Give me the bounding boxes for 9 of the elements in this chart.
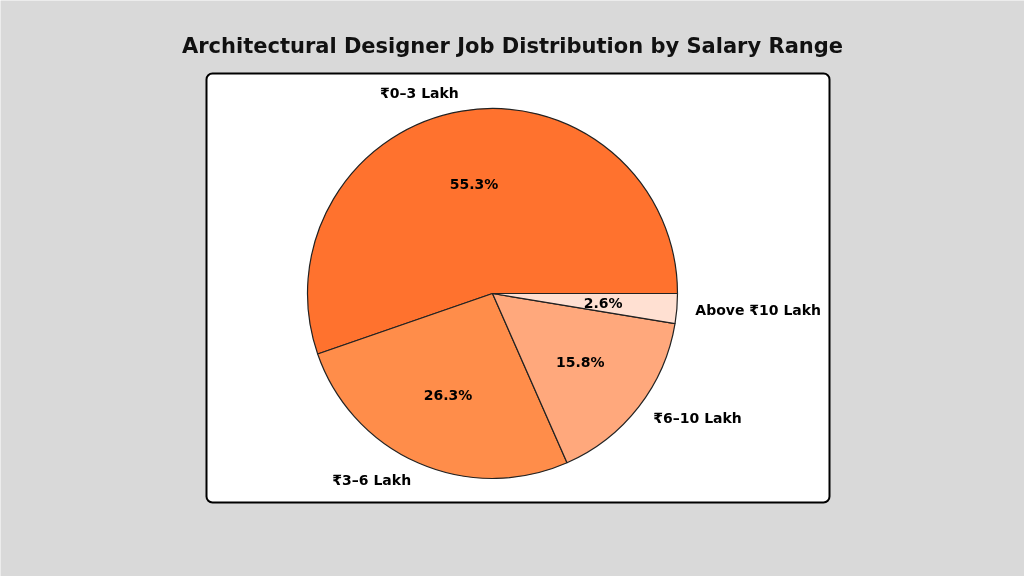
data-label: 2.6% — [583, 294, 623, 311]
slice-label: ₹0–3 Lakh — [380, 84, 459, 101]
slice-label: ₹6–10 Lakh — [653, 410, 742, 427]
data-label: 55.3% — [449, 176, 499, 193]
data-label: 26.3% — [423, 387, 473, 404]
chart-title: Architectural Designer Job Distribution by Salary Range — [181, 33, 844, 58]
data-label: 15.8% — [555, 353, 605, 370]
slice-label: ₹3–6 Lakh — [332, 472, 412, 489]
slice-label: Above ₹10 Lakh — [695, 302, 822, 319]
